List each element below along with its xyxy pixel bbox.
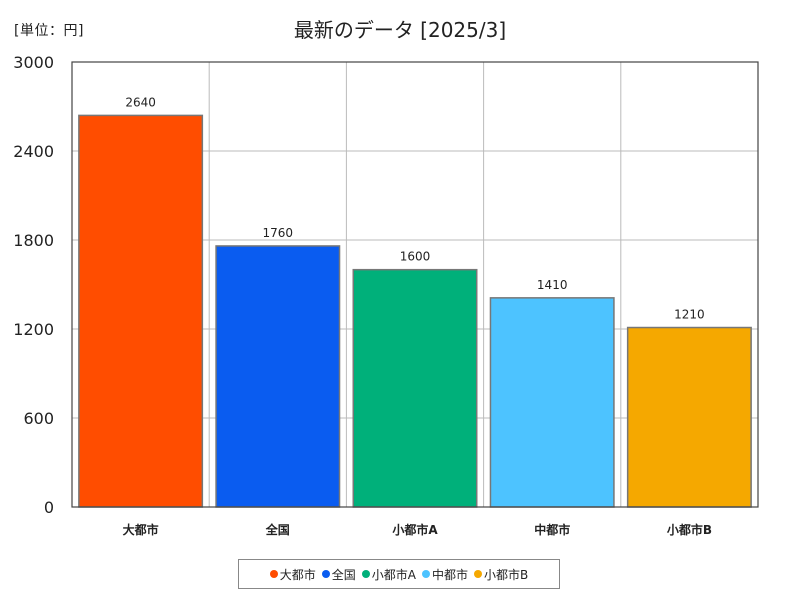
y-tick-label: 2400 [13,142,54,161]
x-tick-label: 中都市 [534,522,570,537]
legend-item: 大都市 [269,566,316,583]
legend-item: 小都市A [361,566,416,583]
legend-item: 全国 [321,566,356,583]
data-label: 2640 [125,95,156,109]
y-tick-label: 1800 [13,231,54,250]
x-tick-label: 小都市B [667,522,712,537]
legend-marker [474,570,483,578]
legend-marker [361,570,370,578]
legend-label: 小都市B [484,567,529,582]
legend-label: 中都市 [432,567,469,582]
data-label: 1600 [400,250,431,264]
data-label: 1760 [263,226,294,240]
y-tick-label: 600 [23,409,54,428]
legend-marker [321,570,330,578]
legend-label: 全国 [331,567,356,582]
bar [78,114,204,508]
x-tick-label: 全国 [265,522,290,537]
unit-label: [単位：円] [14,23,84,39]
data-label: 1210 [674,308,705,322]
chart-title: 最新のデータ [2025/3] [293,18,507,42]
legend-marker [269,570,278,578]
bar [215,245,341,508]
plot-frame [71,61,759,508]
bar [352,268,478,508]
legend-item: 小都市B [474,566,528,583]
x-tick-label: 小都市A [392,522,438,537]
y-tick-label: 0 [44,498,54,517]
y-tick-label: 1200 [13,320,54,339]
legend-marker [422,570,430,578]
data-label: 1410 [537,278,568,292]
bar [489,297,615,508]
x-tick-label: 大都市 [123,522,159,537]
legend-item: 中都市 [422,566,468,583]
legend-label: 大都市 [279,567,316,582]
bar [626,326,752,508]
y-tick-label: 3000 [13,53,54,72]
chart-legend: 大都市 全国 小都市A 中都市 小都市B [238,559,560,589]
legend-label: 小都市A [371,567,416,582]
